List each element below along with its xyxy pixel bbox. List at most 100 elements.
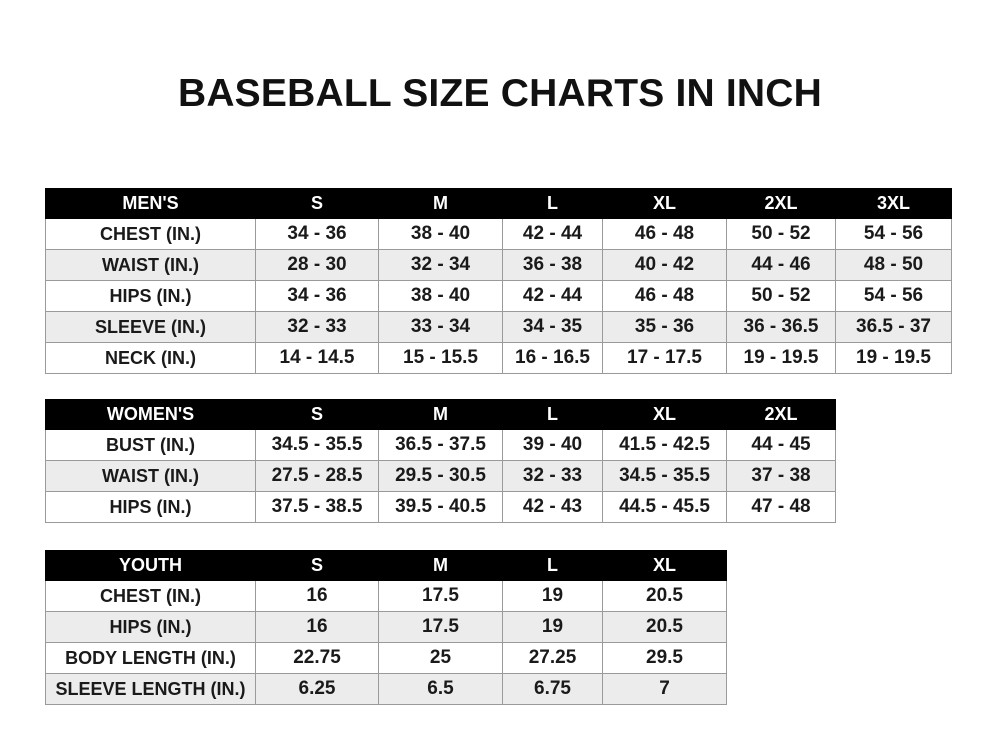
size-header: M (378, 550, 503, 581)
size-value: 25 (378, 642, 503, 674)
size-value: 27.25 (502, 642, 603, 674)
size-value: 34 - 35 (502, 311, 603, 343)
measurement-label: BODY LENGTH (IN.) (45, 642, 256, 674)
size-value: 6.75 (502, 673, 603, 705)
size-value: 17.5 (378, 611, 503, 643)
size-value: 39 - 40 (502, 429, 603, 461)
size-value: 54 - 56 (835, 218, 952, 250)
size-value: 32 - 34 (378, 249, 503, 281)
measurement-label: NECK (IN.) (45, 342, 256, 374)
measurement-label: SLEEVE (IN.) (45, 311, 256, 343)
size-value: 47 - 48 (726, 491, 836, 523)
page-title: BASEBALL SIZE CHARTS IN INCH (177, 72, 823, 115)
size-value: 16 (255, 611, 379, 643)
header-row: YOUTH S M L XL (45, 550, 727, 581)
size-value: 36.5 - 37 (835, 311, 952, 343)
size-value: 46 - 48 (602, 280, 727, 312)
size-value: 33 - 34 (378, 311, 503, 343)
measurement-label: HIPS (IN.) (45, 611, 256, 643)
size-value: 27.5 - 28.5 (255, 460, 379, 492)
size-value: 44 - 45 (726, 429, 836, 461)
table-title: WOMEN'S (45, 399, 256, 430)
table-row: SLEEVE (IN.) 32 - 33 33 - 34 34 - 35 35 - 36… (45, 311, 952, 343)
size-value: 46 - 48 (602, 218, 727, 250)
size-value: 42 - 44 (502, 280, 603, 312)
size-value: 44 - 46 (726, 249, 836, 281)
size-value: 17 - 17.5 (602, 342, 727, 374)
size-value: 36.5 - 37.5 (378, 429, 503, 461)
size-value: 50 - 52 (726, 218, 836, 250)
size-header: M (378, 399, 503, 430)
size-value: 44.5 - 45.5 (602, 491, 727, 523)
size-value: 37 - 38 (726, 460, 836, 492)
size-header: S (255, 399, 379, 430)
measurement-label: CHEST (IN.) (45, 580, 256, 612)
table-title: YOUTH (45, 550, 256, 581)
size-value: 28 - 30 (255, 249, 379, 281)
mens-size-table: MEN'S S M L XL 2XL 3XL CHEST (IN.) 34 - 36 38 - 4… (45, 188, 952, 374)
size-value: 42 - 44 (502, 218, 603, 250)
size-value: 22.75 (255, 642, 379, 674)
measurement-label: SLEEVE LENGTH (IN.) (45, 673, 256, 705)
size-value: 34.5 - 35.5 (602, 460, 727, 492)
size-header: L (502, 188, 603, 219)
size-header: L (502, 550, 603, 581)
size-value: 32 - 33 (255, 311, 379, 343)
measurement-label: BUST (IN.) (45, 429, 256, 461)
size-value: 6.25 (255, 673, 379, 705)
measurement-label: WAIST (IN.) (45, 460, 256, 492)
measurement-label: WAIST (IN.) (45, 249, 256, 281)
size-value: 19 - 19.5 (726, 342, 836, 374)
size-header: XL (602, 188, 727, 219)
table-title: MEN'S (45, 188, 256, 219)
size-value: 6.5 (378, 673, 503, 705)
table-row: HIPS (IN.) 16 17.5 19 20.5 (45, 611, 727, 643)
size-value: 35 - 36 (602, 311, 727, 343)
size-value: 15 - 15.5 (378, 342, 503, 374)
size-value: 39.5 - 40.5 (378, 491, 503, 523)
size-value: 42 - 43 (502, 491, 603, 523)
size-value: 34 - 36 (255, 218, 379, 250)
table-row: WAIST (IN.) 27.5 - 28.5 29.5 - 30.5 32 - 33… (45, 460, 836, 492)
table-row: SLEEVE LENGTH (IN.) 6.25 6.5 6.75 7 (45, 673, 727, 705)
size-value: 20.5 (602, 580, 727, 612)
size-header: L (502, 399, 603, 430)
size-value: 38 - 40 (378, 280, 503, 312)
measurement-label: CHEST (IN.) (45, 218, 256, 250)
size-header: S (255, 188, 379, 219)
size-value: 20.5 (602, 611, 727, 643)
size-header: 3XL (835, 188, 952, 219)
header-row: MEN'S S M L XL 2XL 3XL (45, 188, 952, 219)
table-row: BODY LENGTH (IN.) 22.75 25 27.25 29.5 (45, 642, 727, 674)
size-value: 41.5 - 42.5 (602, 429, 727, 461)
size-value: 17.5 (378, 580, 503, 612)
size-header: XL (602, 399, 727, 430)
size-value: 7 (602, 673, 727, 705)
youth-size-table: YOUTH S M L XL CHEST (IN.) 16 17.5 19 20.5 HIPS (I… (45, 550, 727, 705)
size-value: 19 - 19.5 (835, 342, 952, 374)
table-row: CHEST (IN.) 16 17.5 19 20.5 (45, 580, 727, 612)
table-row: HIPS (IN.) 37.5 - 38.5 39.5 - 40.5 42 - 43 4… (45, 491, 836, 523)
measurement-label: HIPS (IN.) (45, 280, 256, 312)
size-header: XL (602, 550, 727, 581)
table-row: WAIST (IN.) 28 - 30 32 - 34 36 - 38 40 - 42 4… (45, 249, 952, 281)
size-value: 29.5 (602, 642, 727, 674)
size-header: S (255, 550, 379, 581)
size-value: 50 - 52 (726, 280, 836, 312)
size-value: 19 (502, 580, 603, 612)
size-value: 34.5 - 35.5 (255, 429, 379, 461)
table-row: HIPS (IN.) 34 - 36 38 - 40 42 - 44 46 - 48 50… (45, 280, 952, 312)
size-value: 37.5 - 38.5 (255, 491, 379, 523)
size-value: 16 - 16.5 (502, 342, 603, 374)
table-row: CHEST (IN.) 34 - 36 38 - 40 42 - 44 46 - 48 5… (45, 218, 952, 250)
measurement-label: HIPS (IN.) (45, 491, 256, 523)
size-header: M (378, 188, 503, 219)
size-header: 2XL (726, 188, 836, 219)
size-value: 14 - 14.5 (255, 342, 379, 374)
size-header: 2XL (726, 399, 836, 430)
size-value: 54 - 56 (835, 280, 952, 312)
size-value: 19 (502, 611, 603, 643)
header-row: WOMEN'S S M L XL 2XL (45, 399, 836, 430)
size-value: 40 - 42 (602, 249, 727, 281)
size-value: 32 - 33 (502, 460, 603, 492)
